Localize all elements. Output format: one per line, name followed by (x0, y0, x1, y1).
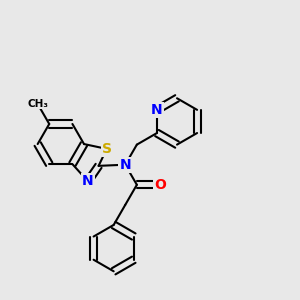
Text: N: N (151, 103, 163, 117)
Text: N: N (119, 158, 131, 172)
Text: N: N (82, 174, 94, 188)
Text: CH₃: CH₃ (27, 99, 48, 109)
Text: O: O (154, 178, 166, 192)
Text: S: S (102, 142, 112, 156)
